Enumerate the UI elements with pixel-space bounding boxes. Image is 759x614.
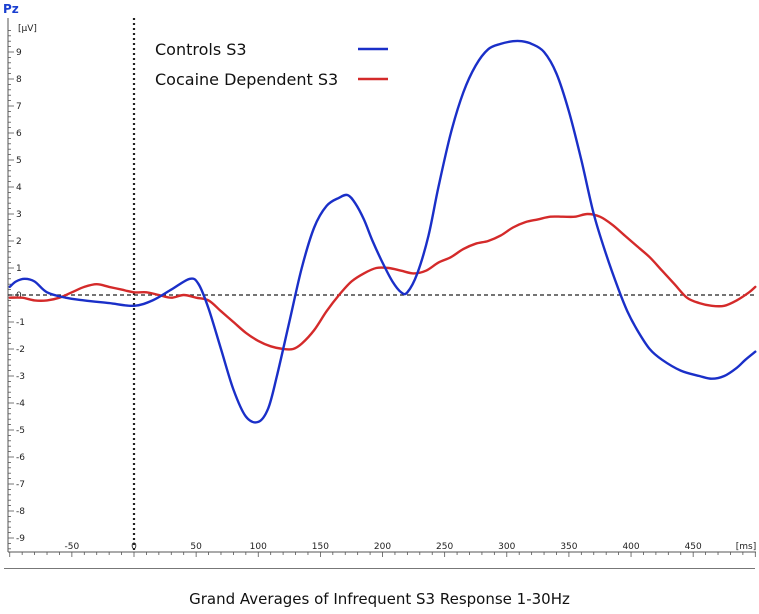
channel-label: Pz <box>3 2 19 16</box>
x-tick-label: 200 <box>374 542 391 552</box>
y-tick-label: 6 <box>16 129 22 139</box>
x-tick-label: 300 <box>498 542 515 552</box>
x-tick-label: 450 <box>685 542 702 552</box>
y-tick-label: 5 <box>16 156 22 166</box>
series-line-controls <box>8 39 757 424</box>
legend-entry-cocaine-dependent-label: Cocaine Dependent S3 <box>155 70 338 89</box>
y-tick-label: -2 <box>16 345 25 355</box>
legend-entry-controls-label: Controls S3 <box>155 40 247 59</box>
x-tick-label: 50 <box>190 542 202 552</box>
y-tick-label: 4 <box>16 183 22 193</box>
y-tick-label: 7 <box>16 102 22 112</box>
y-tick-label: -4 <box>16 399 25 409</box>
y-tick-label: -7 <box>16 480 25 490</box>
chart-title: Grand Averages of Infrequent S3 Response… <box>189 590 570 608</box>
y-tick-label: -8 <box>16 507 25 517</box>
y-tick-label: -9 <box>16 534 25 544</box>
y-tick-label: -3 <box>16 372 25 382</box>
y-tick-label: 9 <box>16 48 22 58</box>
y-tick-label: 8 <box>16 75 22 85</box>
axes: 9 8 7 6 5 4 3 2 1 0 -1 -2 -3 -4 -5 -6 -7 -8 -9 -50 0 50 100 150… <box>7 18 756 557</box>
x-tick-label: 250 <box>436 542 453 552</box>
legend: Controls S3 Cocaine Dependent S3 <box>155 40 388 89</box>
y-tick-label: 0 <box>16 291 22 301</box>
y-tick-label: 2 <box>16 237 22 247</box>
x-tick-label: 150 <box>312 542 329 552</box>
series-line-cocaine-dependent <box>8 212 757 351</box>
y-tick-label: -1 <box>16 318 25 328</box>
erp-chart: 9 8 7 6 5 4 3 2 1 0 -1 -2 -3 -4 -5 -6 -7 -8 -9 -50 0 50 100 150… <box>3 2 757 557</box>
bottom-rule <box>4 568 755 569</box>
x-tick-label: -50 <box>65 542 80 552</box>
y-tick-label: 1 <box>16 264 22 274</box>
x-tick-label: 0 <box>131 542 137 552</box>
x-tick-label: 400 <box>622 542 639 552</box>
reference-lines <box>8 18 756 552</box>
y-unit-label: [µV] <box>18 24 37 34</box>
y-tick-label: 3 <box>16 210 22 220</box>
y-tick-label: -6 <box>16 453 25 463</box>
x-tick-label: 100 <box>250 542 267 552</box>
series-lines <box>8 39 757 424</box>
x-tick-label: 350 <box>560 542 577 552</box>
y-tick-label: -5 <box>16 426 25 436</box>
x-unit-label: [ms] <box>736 542 756 552</box>
